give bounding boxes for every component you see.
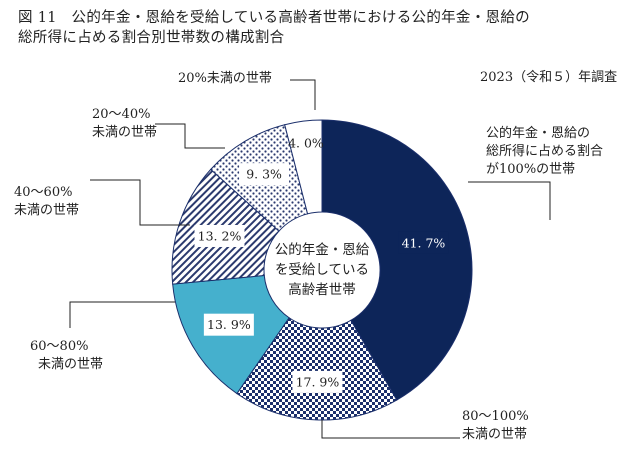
slice-label-box-2 — [292, 370, 343, 393]
slice-label-5: 9. 3% — [239, 163, 290, 186]
slice-label-3: 13. 9% — [203, 313, 254, 336]
slice-label-1: 41. 7% — [398, 231, 449, 254]
chart-title-line-1: 図 11 公的年金・恩給を受給している高齢者世帯における公的年金・恩給の — [18, 10, 530, 26]
slice-value-label-1: 41. 7% — [402, 235, 446, 250]
callout-label-3: 60～80% 未満の世帯 — [30, 338, 103, 374]
callout-leader-lines — [69, 79, 551, 439]
slice-label-box-1 — [398, 231, 449, 254]
callout-line: が100%の世帯 — [486, 162, 576, 177]
center-label-line-3: 高齢者世帯 — [288, 281, 356, 298]
slice-value-label-6: 4. 0% — [288, 136, 324, 151]
callout-line: 未満の世帯 — [14, 203, 80, 218]
callout-line: 公的年金・恩給の — [486, 126, 591, 141]
leader-line-1 — [468, 181, 551, 220]
slice-value-label-4: 13. 2% — [198, 228, 242, 243]
callout-line: 80～100% — [462, 409, 529, 424]
callout-line: 20～40% — [92, 107, 151, 122]
donut-slice-6 — [284, 119, 323, 215]
callout-label-1: 公的年金・恩給の 総所得に占める割合 が100%の世帯 — [486, 125, 603, 179]
chart-title: 図 11 公的年金・恩給を受給している高齢者世帯における公的年金・恩給の 総所得… — [18, 8, 618, 48]
donut-slice-2 — [236, 317, 398, 421]
slice-label-box-4 — [194, 224, 245, 247]
callout-line: 20%未満の世帯 — [178, 71, 272, 86]
slice-label-box-3 — [203, 313, 254, 336]
slice-label-2: 17. 9% — [292, 370, 343, 393]
slice-value-label-5: 9. 3% — [246, 167, 282, 182]
callout-label-6: 20%未満の世帯 — [178, 70, 272, 88]
callout-line: 総所得に占める割合 — [486, 144, 604, 159]
slice-label-box-5 — [239, 163, 290, 186]
leader-line-3 — [69, 301, 175, 328]
callout-line: 40～60% — [14, 185, 73, 200]
callout-line: 未満の世帯 — [38, 357, 104, 372]
callout-line: 未満の世帯 — [92, 125, 158, 140]
leader-line-6 — [290, 79, 316, 110]
callout-label-4: 40～60% 未満の世帯 — [14, 184, 79, 220]
slice-value-label-2: 17. 9% — [296, 374, 340, 389]
center-label: 公的年金・恩給を受給している高齢者世帯 — [275, 242, 370, 298]
slice-label-6: 4. 0% — [288, 136, 324, 151]
callout-line: 未満の世帯 — [462, 427, 528, 442]
callout-label-5: 20～40% 未満の世帯 — [92, 106, 157, 142]
leader-line-5 — [155, 123, 225, 149]
leader-line-4 — [90, 179, 190, 226]
survey-year-note: 2023（令和５）年調査 — [480, 70, 618, 85]
callout-label-2: 80～100% 未満の世帯 — [462, 408, 529, 444]
center-label-line-1: 公的年金・恩給 — [275, 242, 370, 258]
slice-value-label-3: 13. 9% — [207, 317, 251, 332]
center-label-line-2: を受給している — [275, 262, 369, 278]
slice-value-labels: 41. 7% 17. 9% 13. 9% 13. 2% 9. 3% 4. 0% — [194, 136, 449, 393]
slice-label-4: 13. 2% — [194, 224, 245, 247]
callout-line: 60～80% — [30, 339, 89, 354]
leader-line-2 — [321, 420, 460, 439]
chart-title-line-2: 総所得に占める割合別世帯数の構成割合 — [18, 30, 285, 46]
donut-slice-1 — [321, 119, 473, 401]
